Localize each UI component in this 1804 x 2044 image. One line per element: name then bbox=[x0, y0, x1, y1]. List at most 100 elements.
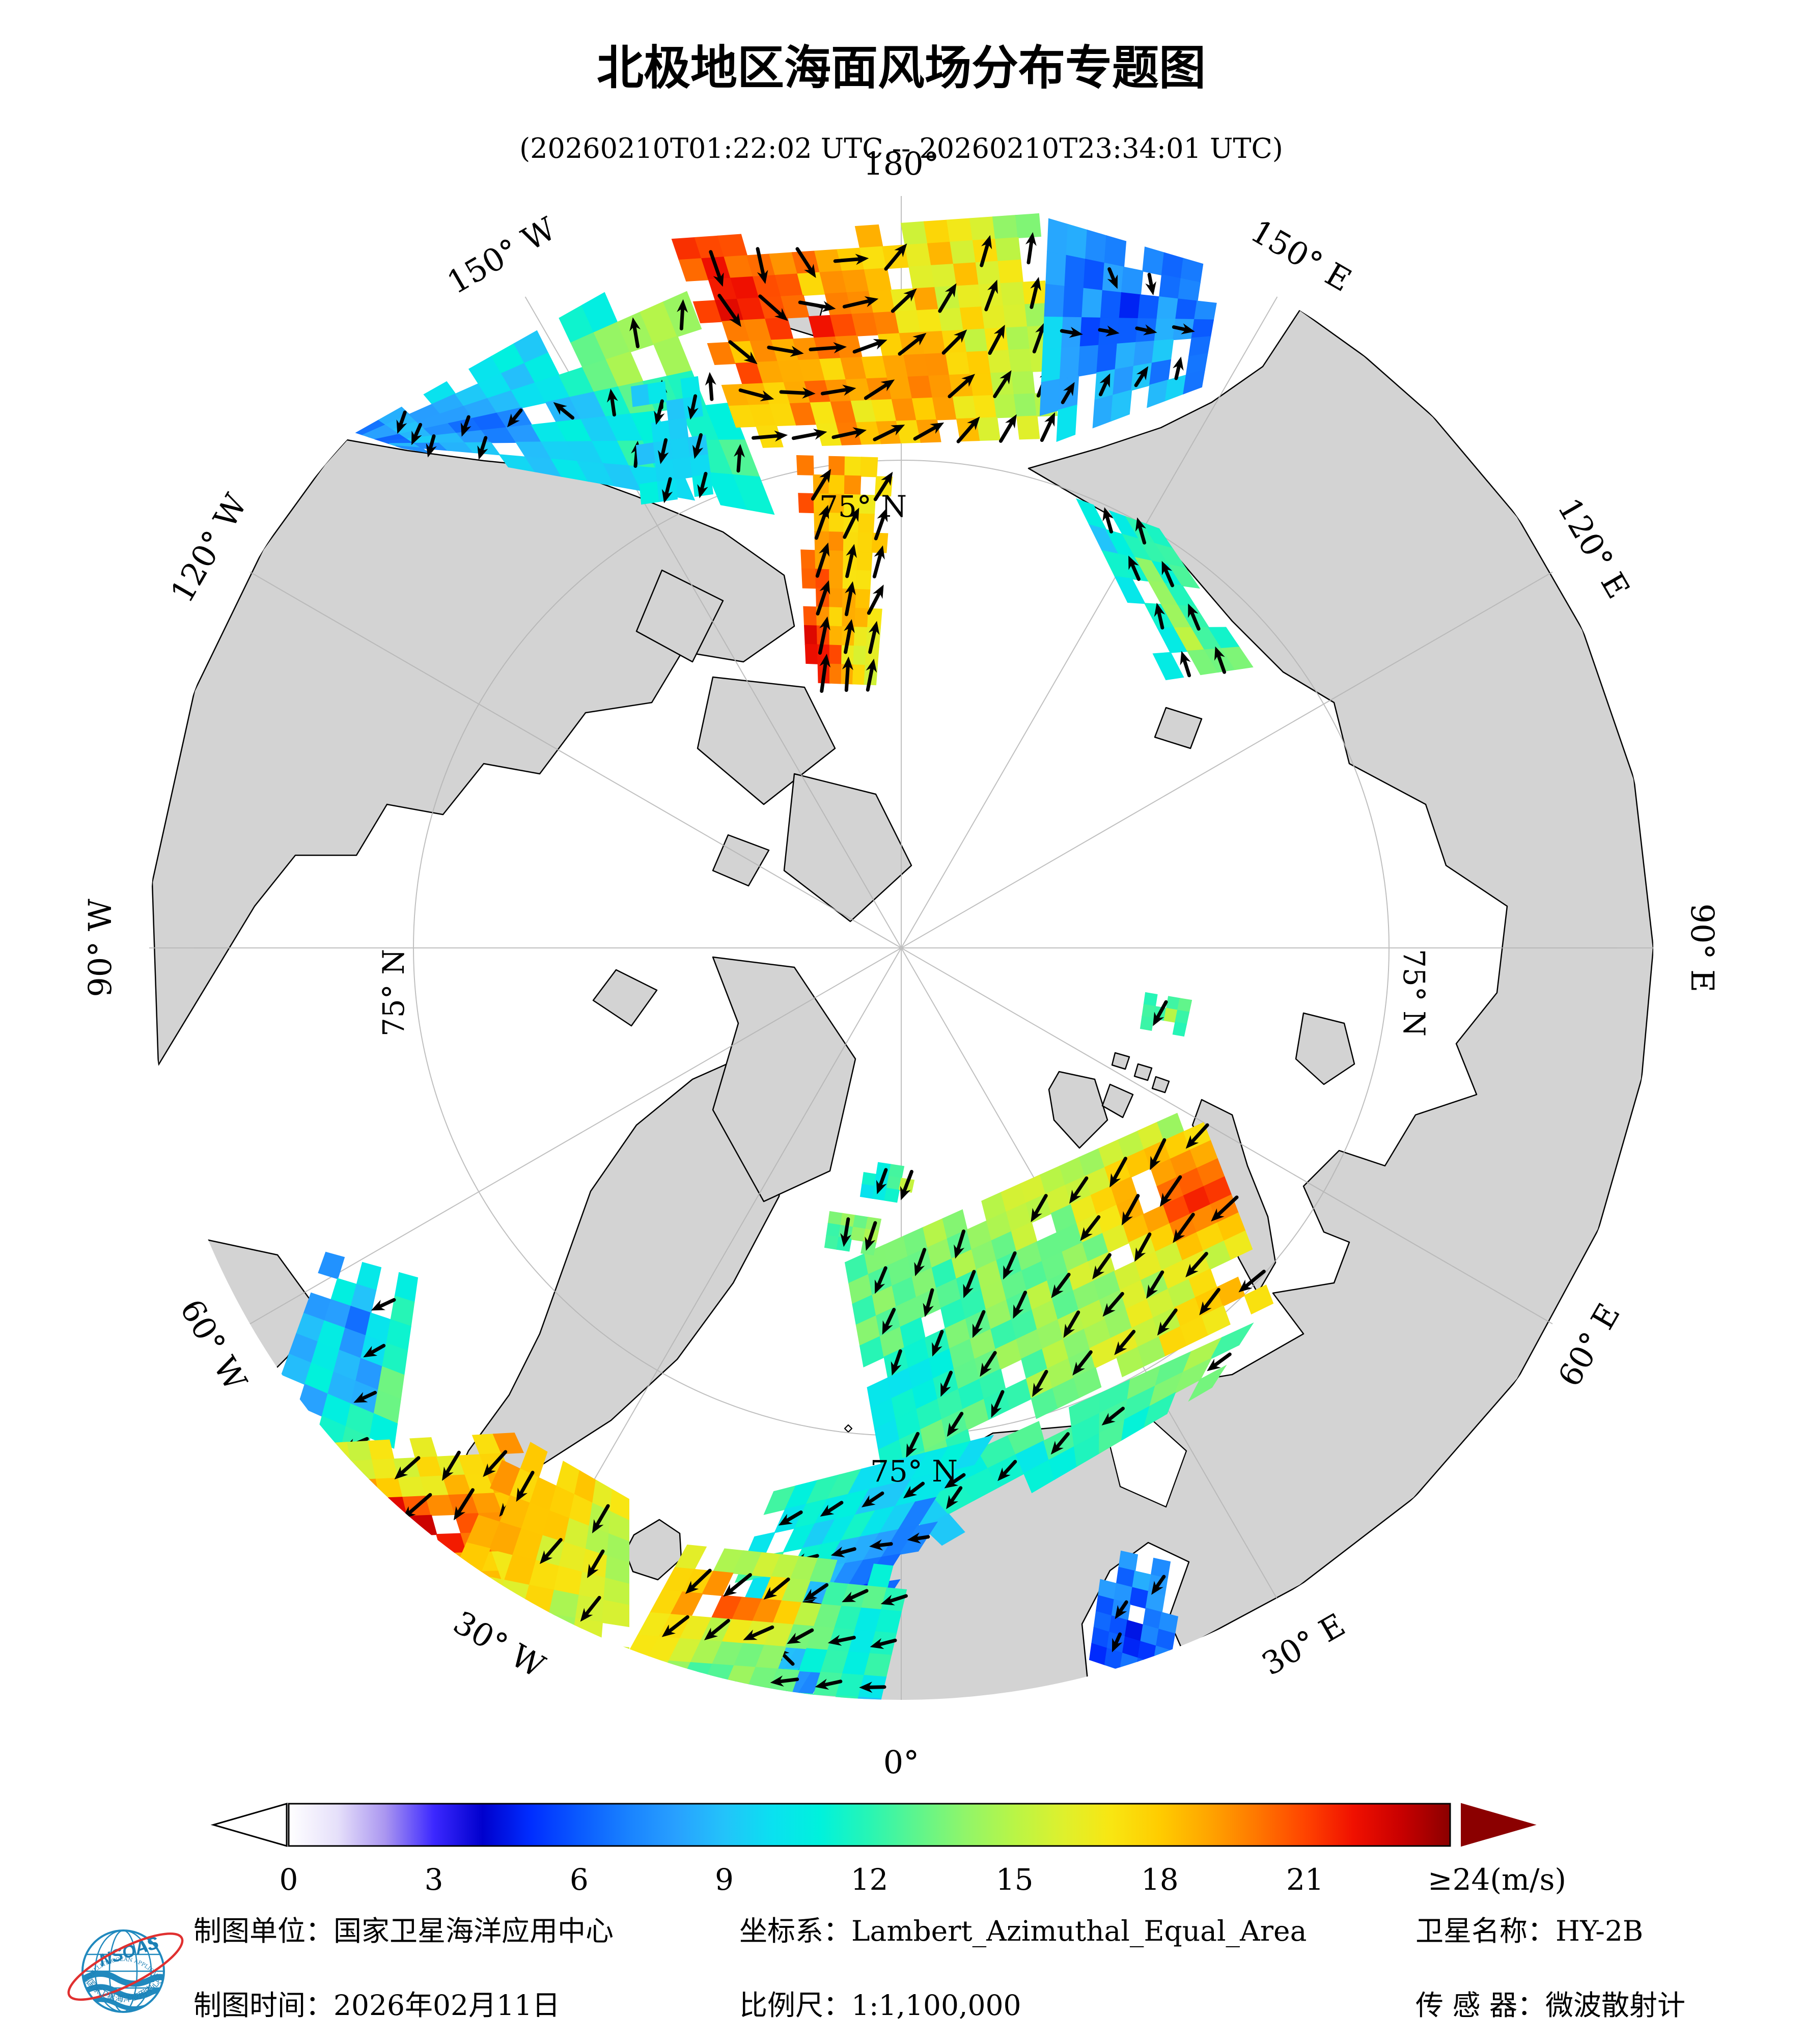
wind-arrow bbox=[1207, 1352, 1232, 1371]
wind-arrow bbox=[1159, 1175, 1182, 1207]
wind-cell bbox=[855, 589, 871, 609]
wind-cell bbox=[737, 1689, 770, 1700]
wind-cell bbox=[1000, 282, 1026, 306]
wind-arrow bbox=[869, 1539, 893, 1551]
wind-cell bbox=[932, 397, 958, 421]
wind-arrow bbox=[938, 283, 957, 313]
wind-cell bbox=[856, 551, 873, 572]
wind-cell bbox=[350, 1460, 377, 1481]
wind-arrow bbox=[587, 1549, 605, 1578]
wind-cell bbox=[1201, 1305, 1231, 1336]
wind-swath-labrador-sea-band bbox=[266, 1251, 419, 1498]
wind-cell bbox=[829, 569, 844, 590]
land-ellesmere-island bbox=[783, 773, 912, 922]
colorbar-tick: 18 bbox=[1141, 1862, 1179, 1897]
wind-cells bbox=[266, 1251, 419, 1498]
wind-arrow bbox=[914, 1248, 927, 1277]
wind-arrow bbox=[843, 508, 859, 539]
wind-arrow bbox=[1013, 1291, 1028, 1319]
wind-arrow bbox=[954, 1229, 966, 1259]
wind-arrow bbox=[363, 1343, 386, 1358]
wind-arrow bbox=[872, 545, 885, 579]
colorbar-tick: 9 bbox=[715, 1862, 734, 1897]
wind-cell bbox=[634, 1659, 670, 1684]
wind-cell bbox=[804, 643, 819, 664]
wind-arrow bbox=[913, 422, 945, 441]
wind-arrow bbox=[687, 394, 699, 420]
wind-cell bbox=[714, 1687, 748, 1700]
wind-cell bbox=[1063, 286, 1085, 319]
wind-arrow bbox=[442, 1450, 461, 1481]
wind-cell bbox=[383, 1516, 413, 1537]
wind-arrow bbox=[507, 408, 523, 428]
colorbar-tick: 3 bbox=[425, 1862, 443, 1897]
wind-cell bbox=[884, 1188, 900, 1203]
wind-cell bbox=[1129, 1587, 1149, 1609]
wind-cell bbox=[1011, 371, 1036, 396]
wind-arrow bbox=[1072, 1350, 1093, 1376]
wind-arrow bbox=[963, 1270, 976, 1298]
wind-arrow bbox=[798, 300, 836, 312]
wind-arrow bbox=[728, 340, 758, 365]
wind-cell bbox=[1044, 284, 1066, 318]
wind-arrow bbox=[956, 416, 980, 443]
wind-arrow bbox=[840, 1217, 851, 1247]
wind-arrow bbox=[539, 1538, 563, 1564]
colorbar-tick: 12 bbox=[851, 1862, 889, 1897]
wind-arrow bbox=[1145, 272, 1156, 296]
wind-arrow bbox=[820, 384, 856, 396]
wind-cell bbox=[938, 307, 964, 332]
wind-cell bbox=[1115, 342, 1137, 371]
wind-cell bbox=[492, 1432, 524, 1454]
wind-arrow bbox=[685, 1569, 712, 1594]
wind-cell bbox=[783, 1692, 815, 1700]
wind-arrow bbox=[842, 296, 879, 309]
meridian-label: 30° E bbox=[1256, 1606, 1351, 1683]
wind-arrow bbox=[873, 425, 905, 441]
wind-cell bbox=[923, 219, 951, 244]
wind-arrow bbox=[1098, 373, 1111, 397]
wind-arrow bbox=[998, 414, 1017, 443]
wind-arrow bbox=[991, 1390, 1005, 1418]
wind-arrow bbox=[803, 1583, 829, 1601]
wind-arrow bbox=[1109, 1157, 1127, 1188]
wind-cell bbox=[1104, 235, 1127, 268]
wind-cell bbox=[468, 1575, 506, 1607]
colorbar-left-arrow bbox=[210, 1803, 288, 1847]
wind-cell bbox=[1137, 294, 1160, 320]
wind-cell bbox=[969, 373, 995, 397]
wind-arrow bbox=[830, 1546, 856, 1558]
wind-arrow bbox=[852, 339, 887, 354]
wind-cell bbox=[680, 376, 701, 400]
wind-arrow bbox=[1185, 1252, 1208, 1278]
wind-arrow bbox=[1031, 1194, 1048, 1222]
wind-arrow bbox=[842, 656, 853, 692]
colorbar-max-tick: ≥24(m/s) bbox=[1428, 1862, 1566, 1897]
wind-cell bbox=[1045, 251, 1067, 287]
wind-cell bbox=[796, 455, 814, 475]
wind-arrow bbox=[1025, 232, 1037, 265]
wind-cell bbox=[1085, 229, 1107, 264]
wind-cell bbox=[1039, 378, 1061, 416]
wind-cell bbox=[639, 481, 660, 505]
wind-arrow bbox=[1063, 1310, 1080, 1338]
wind-arrow bbox=[697, 471, 708, 498]
wind-cell bbox=[1096, 343, 1118, 374]
wind-cell bbox=[1143, 1391, 1176, 1428]
wind-arrow bbox=[864, 379, 895, 400]
wind-arrow bbox=[1199, 1287, 1220, 1315]
wind-arrow bbox=[873, 471, 893, 501]
wind-arrow bbox=[833, 254, 869, 265]
wind-cell bbox=[798, 493, 815, 514]
wind-cell bbox=[1013, 393, 1038, 417]
wind-arrow bbox=[842, 1589, 869, 1603]
wind-arrow bbox=[752, 430, 788, 442]
land-north-america bbox=[151, 439, 795, 1066]
land-banks-island bbox=[635, 569, 724, 663]
wind-cell bbox=[853, 627, 869, 648]
meridian-line bbox=[249, 571, 902, 948]
wind-arrow bbox=[1102, 507, 1114, 534]
land-franz-josef-1 bbox=[1111, 1052, 1130, 1070]
wind-arrow bbox=[1151, 1575, 1166, 1595]
footer-sensor: 传 感 器：微波散射计 bbox=[1416, 1989, 1685, 2022]
